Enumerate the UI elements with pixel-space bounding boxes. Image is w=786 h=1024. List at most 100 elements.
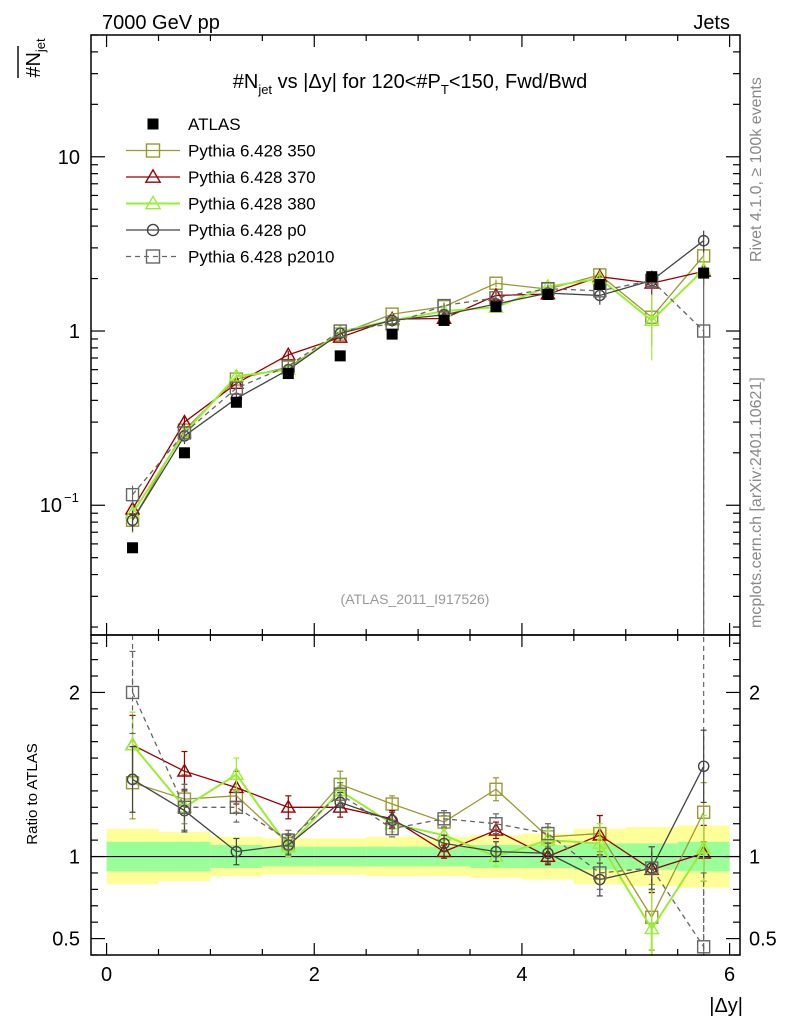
series-point-ratio: [176, 763, 193, 777]
series-point-ratio: [592, 835, 608, 849]
series-point-ratio: [177, 800, 192, 815]
series-point-ratio: [593, 866, 607, 880]
series-point-main: [697, 234, 710, 247]
x-axis-label: |Δy|: [709, 995, 743, 1017]
series-point-ratio: [695, 840, 712, 854]
legend-label: Pythia 6.428 350: [188, 142, 316, 161]
y-tick-label-main: 1: [69, 321, 80, 343]
series-line-ratio: [132, 744, 704, 871]
legend-label: Pythia 6.428 380: [188, 195, 316, 214]
header-left: 7000 GeV pp: [102, 12, 220, 34]
series-point-ratio: [333, 787, 347, 801]
series-line-main: [131, 240, 705, 521]
series-point-ratio: [438, 837, 450, 850]
series-point-ratio: [230, 845, 243, 858]
main-title: #Njet vs |Δy| for 120<#PT<150, Fwd/Bwd: [233, 71, 588, 97]
legend-label: Pythia 6.428 p0: [188, 221, 306, 240]
legend-marker: [146, 223, 160, 237]
y-axis-label-main: #Njet: [23, 38, 48, 78]
y-tick-label-ratio-right: 0.5: [749, 929, 777, 951]
data-point: [334, 350, 346, 362]
y-tick-label-ratio: 1: [69, 847, 80, 869]
series-point-ratio: [436, 843, 452, 858]
series-point-main: [177, 426, 192, 440]
series-line-ratio: [132, 782, 705, 919]
y-tick-label-ratio-right: 1: [749, 847, 760, 869]
analysis-label: (ATLAS_2011_I917526): [341, 591, 490, 607]
series-point-main: [228, 368, 245, 382]
main-panel-marks: [124, 230, 712, 955]
data-point: [490, 301, 502, 313]
series-line-ratio: [131, 692, 705, 948]
series-line-ratio: [131, 744, 705, 931]
y-tick-label-exponent: −1: [64, 490, 79, 505]
x-tick-label: 0: [101, 964, 112, 986]
series-point-ratio: [437, 812, 451, 826]
ratio-panel-marks: [124, 635, 712, 956]
data-point: [698, 267, 710, 279]
legend-marker: [144, 168, 162, 183]
series-point-main: [437, 298, 451, 313]
series-point-ratio: [490, 845, 502, 858]
series-point-main: [333, 324, 347, 338]
ratio-panel-bands: [91, 825, 740, 888]
series-point-ratio: [280, 799, 297, 813]
data-point: [646, 271, 658, 283]
data-point: [594, 278, 606, 290]
data-point: [230, 396, 242, 408]
data-point: [386, 328, 398, 340]
series-point-main: [696, 324, 711, 338]
series-line-main: [131, 270, 704, 510]
y-tick-label-main: 10: [40, 495, 62, 517]
data-point: [438, 314, 450, 326]
data-point: [127, 542, 139, 554]
data-point: [282, 368, 294, 380]
series-point-ratio: [126, 773, 139, 786]
y-tick-label-main: 10: [58, 147, 80, 169]
series-line-main: [131, 255, 705, 521]
legend-marker: [145, 249, 161, 264]
series-point-main: [643, 312, 660, 326]
legend-marker: [147, 118, 159, 130]
series-point-main: [229, 381, 244, 395]
legend-marker: [145, 143, 161, 158]
series-point-ratio: [696, 940, 711, 954]
series-point-ratio: [281, 833, 295, 847]
series-point-ratio: [334, 796, 347, 809]
series-point-ratio: [229, 800, 244, 815]
ratio-panel-frame: [90, 634, 741, 956]
y-tick-label-ratio: 2: [69, 682, 80, 704]
legend-label: Pythia 6.428 p2010: [188, 248, 335, 267]
series-point-ratio: [541, 826, 555, 841]
series-point-ratio: [697, 760, 710, 773]
series-point-ratio: [489, 817, 503, 831]
series-point-main: [126, 514, 139, 527]
series-point-ratio: [645, 861, 659, 875]
legend-label: Pythia 6.428 370: [188, 168, 316, 187]
y-tick-label-ratio: 0.5: [52, 929, 80, 951]
y-tick-label-ratio-right: 2: [749, 682, 760, 704]
x-tick-label: 6: [724, 964, 735, 986]
legend-label: ATLAS: [188, 115, 241, 134]
legend: ATLAS Pythia 6.428 350 Pythia 6.428 370 Pyt…: [126, 115, 335, 267]
series-point-main: [125, 487, 140, 502]
series-line-main: [132, 279, 705, 496]
legend-marker: [144, 194, 162, 210]
header-right: Jets: [693, 12, 730, 34]
series-point-ratio: [542, 847, 554, 860]
y-axis-label-ratio: Ratio to ATLAS: [24, 743, 41, 844]
series-point-ratio: [489, 782, 503, 796]
series-point-ratio: [125, 685, 140, 700]
series-line-main: [131, 268, 705, 514]
series-point-ratio: [386, 814, 398, 827]
series-point-ratio: [228, 766, 245, 780]
rivet-label: Rivet 4.1.0, ≥ 100k events: [748, 77, 765, 262]
series-line-ratio: [132, 765, 705, 881]
mcplots-label: mcplots.cern.ch [arXiv:2401.10621]: [748, 377, 765, 628]
x-tick-label: 2: [309, 964, 320, 986]
data-point: [178, 447, 190, 459]
data-point: [542, 289, 554, 301]
x-tick-label: 4: [516, 964, 527, 986]
